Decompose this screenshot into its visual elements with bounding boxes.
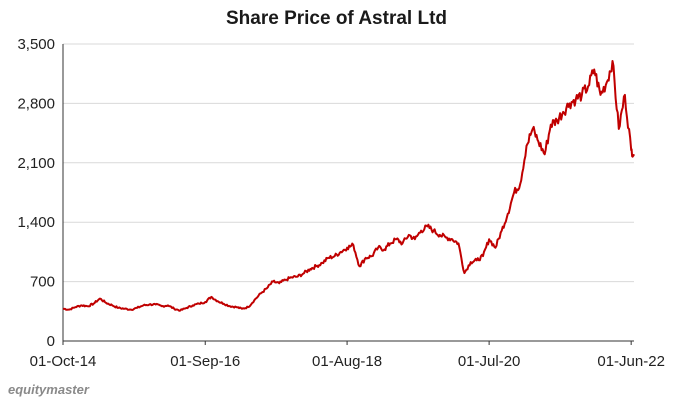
x-tick-label: 01-Sep-16	[170, 353, 240, 370]
y-tick-label: 0	[47, 333, 55, 350]
y-tick-label: 3,500	[17, 36, 55, 53]
y-tick-label: 2,800	[17, 95, 55, 112]
series-layer	[62, 60, 635, 312]
y-tick-label: 2,100	[17, 155, 55, 172]
x-tick-label: 01-Jul-20	[458, 353, 521, 370]
share-price-line	[62, 60, 635, 312]
y-tick-label: 1,400	[17, 214, 55, 231]
brand-logo-text: equitymaster	[8, 382, 89, 397]
axes	[62, 44, 634, 345]
chart-title: Share Price of Astral Ltd	[225, 8, 448, 29]
x-tick-labels: 01-Oct-14 01-Sep-16 01-Aug-18 01-Jul-20 01-J…	[30, 353, 665, 370]
y-tick-label: 700	[30, 274, 55, 291]
x-tick-label: 01-Jun-22	[597, 353, 665, 370]
x-tick-label: 01-Oct-14	[30, 353, 97, 370]
y-tick-labels: 0 700 1,400 2,100 2,800 3,500	[17, 36, 55, 350]
grid-lines	[63, 43, 634, 283]
x-tick-label: 01-Aug-18	[312, 353, 382, 370]
